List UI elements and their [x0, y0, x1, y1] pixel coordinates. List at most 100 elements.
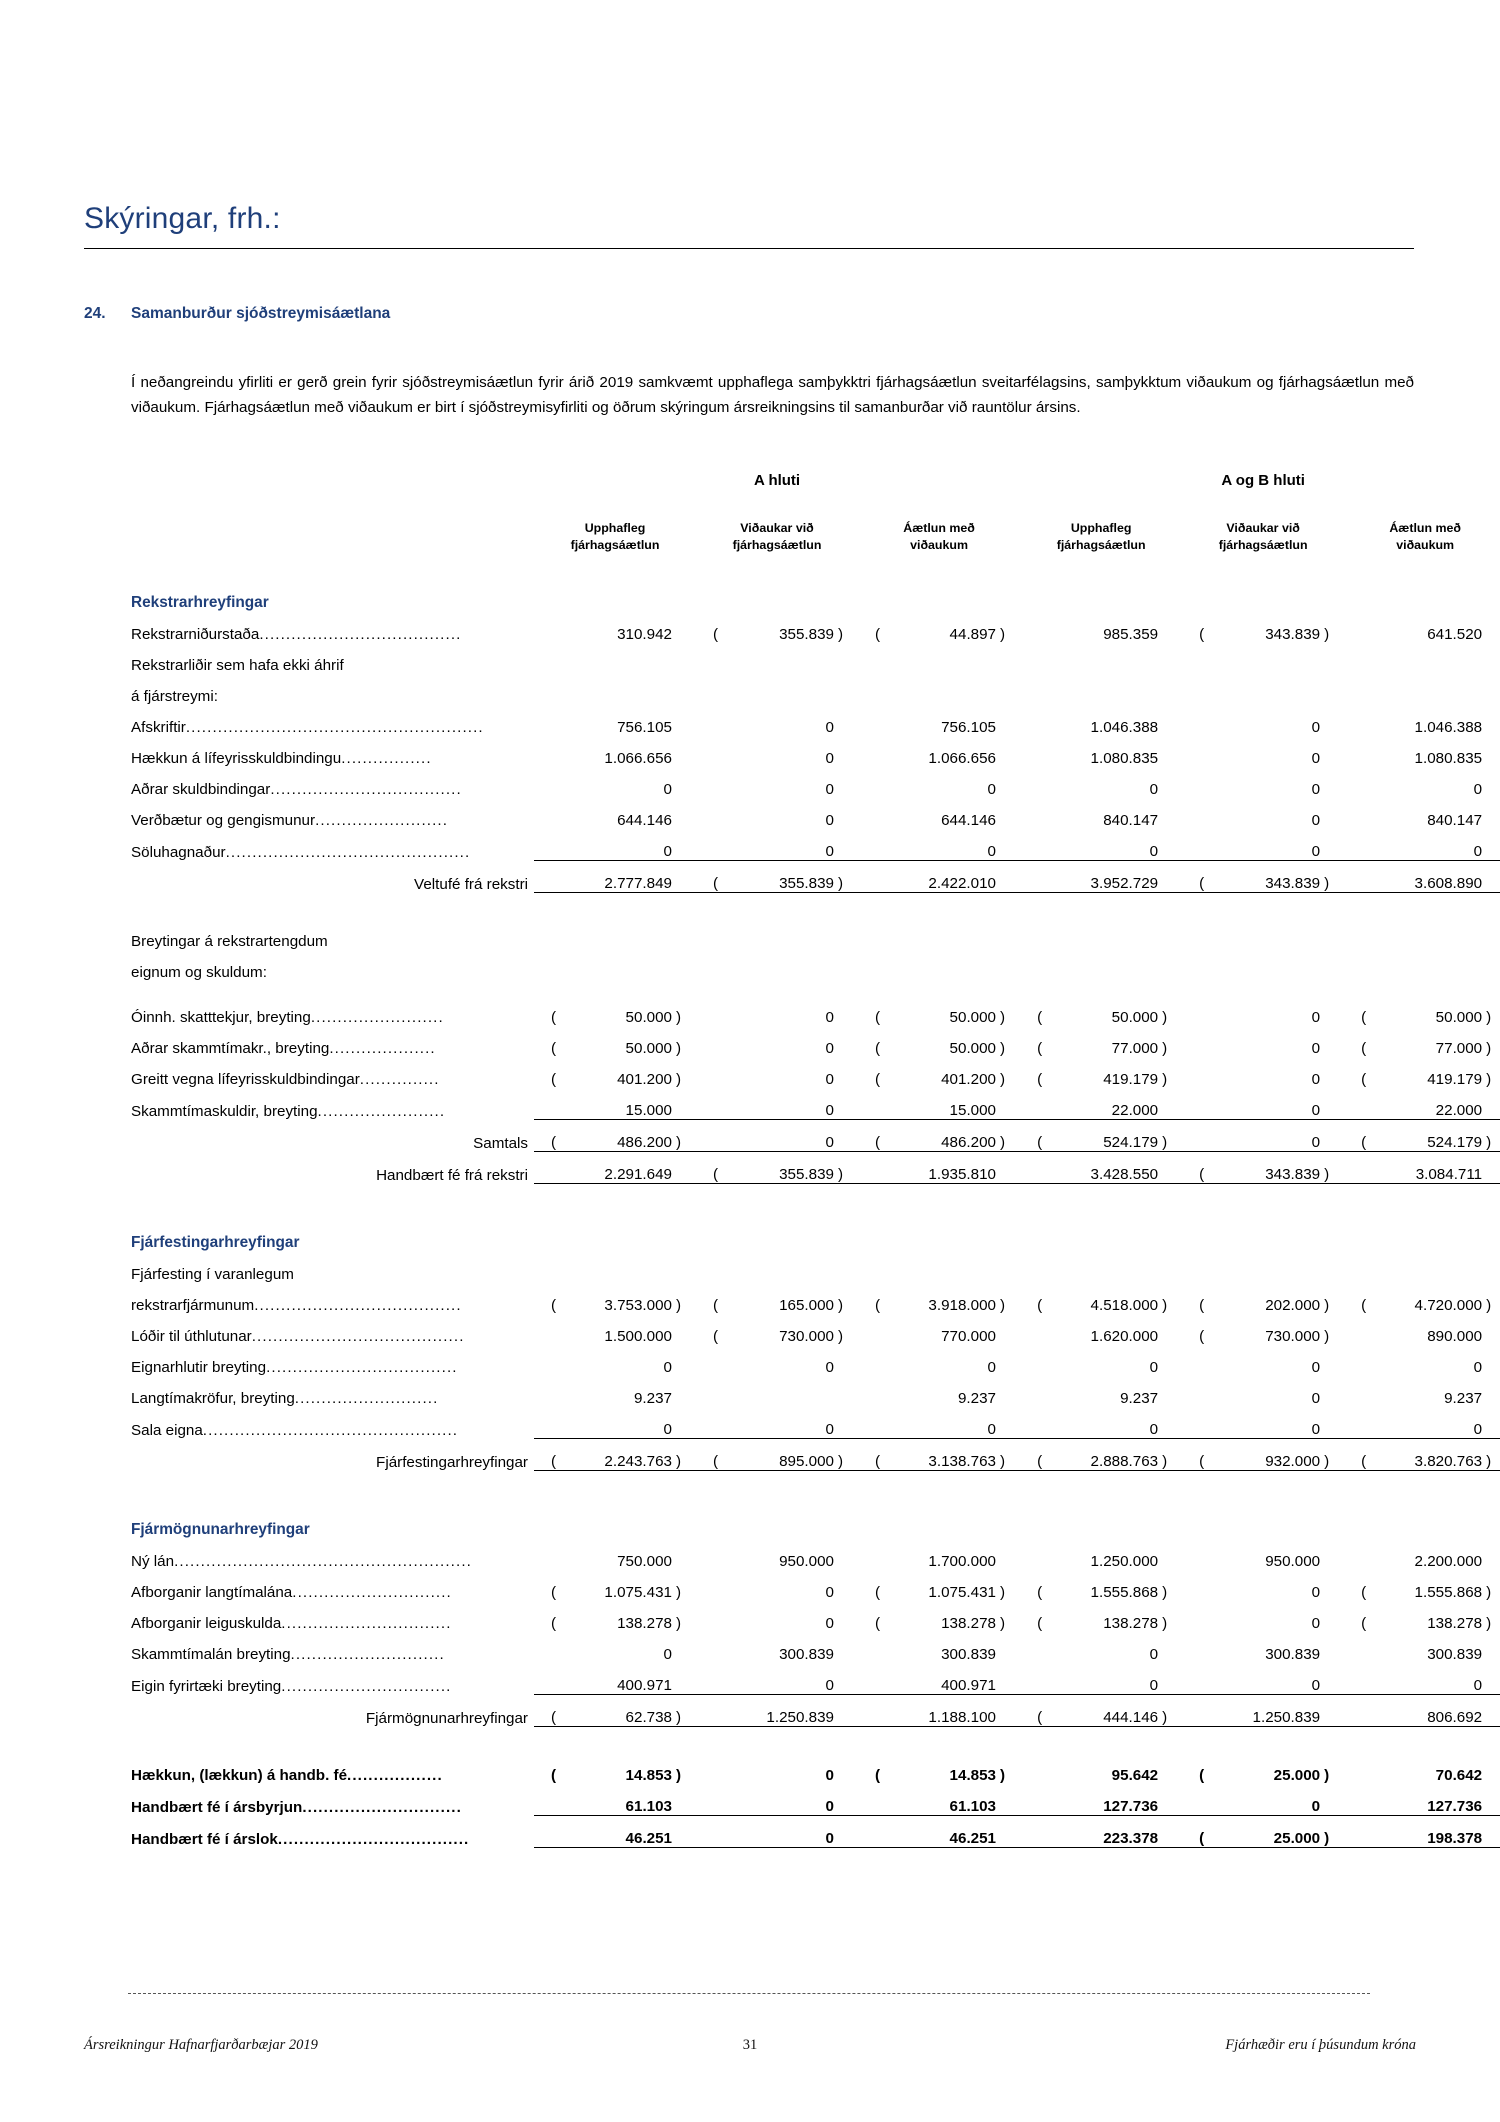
- paren-close: [1160, 612, 1182, 643]
- table-cell: 1.075.431: [604, 1584, 672, 1601]
- paren-open: (: [550, 1615, 556, 1632]
- paren-close: [1160, 1815, 1183, 1848]
- paren-close: ): [1000, 1767, 1006, 1784]
- footer-right-text: Fjárhæðir eru í þúsundum króna: [1225, 2037, 1416, 2053]
- table-cell: 840.147: [1103, 812, 1159, 829]
- paren-open: (: [1361, 1040, 1367, 1057]
- paren-close: [674, 1784, 696, 1816]
- paren-close: [674, 798, 696, 829]
- table-cell: 15.000: [949, 1102, 996, 1119]
- paren-open: (: [550, 1584, 556, 1601]
- paren-open: [1020, 1663, 1042, 1695]
- table-cell: 0: [825, 1102, 834, 1119]
- table-row: Lóðir til úthlutunar....................…: [131, 1314, 1500, 1345]
- table-cell: 0: [1311, 781, 1321, 798]
- paren-open: [534, 1345, 556, 1376]
- table-row: Eigin fyrirtæki breyting................…: [131, 1663, 1500, 1695]
- table-cell: 0: [1311, 843, 1321, 860]
- table-cell: 310.942: [617, 626, 672, 643]
- group-header-a: A hluti: [754, 472, 801, 489]
- spacer-row: [131, 1727, 1500, 1754]
- paren-close: [836, 1694, 858, 1727]
- table-cell: 0: [825, 843, 834, 860]
- paren-close: ): [1000, 1297, 1006, 1314]
- paren-open: (: [1037, 1040, 1043, 1057]
- paren-open: (: [696, 1438, 718, 1471]
- paren-close: [1160, 767, 1182, 798]
- cashflow-comparison-table: A hluti A og B hluti Upphafleg fjárhagsá…: [131, 455, 1500, 1848]
- table-row: Skammtímalán breyting...................…: [131, 1632, 1500, 1663]
- paren-open: [1020, 612, 1042, 643]
- table-cell: 198.378: [1366, 1815, 1485, 1848]
- paren-open: (: [1182, 1815, 1205, 1848]
- paren-close: [836, 1407, 858, 1439]
- paren-open: (: [1361, 1297, 1367, 1314]
- paren-close: [1484, 1407, 1500, 1439]
- paren-close: ): [676, 1040, 682, 1057]
- paren-open: [858, 1632, 880, 1663]
- paren-close: ): [1000, 1584, 1006, 1601]
- table-cell: 50.000: [625, 1040, 672, 1057]
- table-subtotal-row: Samtals(486.200) 0(486.200)(524.179) 0(524…: [131, 1119, 1500, 1152]
- heading-rekstrarhreyfingar: Rekstrarhreyfingar: [131, 572, 1500, 612]
- paren-open: (: [550, 1040, 556, 1057]
- paren-open: (: [1020, 1119, 1043, 1152]
- paren-close: ): [1162, 1297, 1168, 1314]
- paren-close: [1160, 829, 1182, 861]
- paren-open: [696, 1784, 718, 1816]
- paren-close: [1484, 1539, 1500, 1570]
- table-cell: 0: [1311, 1071, 1321, 1088]
- table-cell: 50.000: [949, 1009, 996, 1026]
- paren-open: [1344, 1784, 1366, 1816]
- paren-close: [998, 1694, 1021, 1727]
- paren-open: [858, 1376, 880, 1407]
- paren-open: [534, 767, 556, 798]
- paren-open: [1020, 705, 1042, 736]
- table-cell: 300.839: [1427, 1646, 1483, 1663]
- paren-open: (: [874, 1584, 880, 1601]
- paren-open: [534, 705, 556, 736]
- paren-close: [674, 612, 696, 643]
- paren-close: [1160, 705, 1182, 736]
- paren-open: [1020, 1314, 1042, 1345]
- table-row: Söluhagnaður............................…: [131, 829, 1500, 861]
- row-label: rekstrarfjármunum.......................…: [131, 1297, 462, 1314]
- paren-close: [674, 1815, 696, 1848]
- table-cell: 9.237: [633, 1390, 672, 1407]
- paren-open: [534, 1407, 556, 1439]
- paren-open: (: [1037, 1009, 1043, 1026]
- paren-open: [1182, 1407, 1204, 1439]
- paren-close: ): [998, 1438, 1021, 1471]
- table-cell: 0: [663, 843, 672, 860]
- table-cell: 355.839: [718, 1151, 836, 1184]
- spacer-row: [131, 893, 1500, 920]
- table-cell: 1.080.835: [1090, 750, 1159, 767]
- col-header-1: Viðaukar við fjárhagsáætlun: [732, 521, 822, 552]
- footer-divider: [128, 1993, 1370, 1994]
- table-summary-row: Hækkun, (lækkun) á handb. fé............…: [131, 1753, 1500, 1784]
- group-header-row: A hluti A og B hluti: [131, 455, 1500, 492]
- table-cell: 15.000: [625, 1102, 672, 1119]
- paren-open: [534, 612, 556, 643]
- section-heading: Rekstrarhreyfingar: [131, 594, 269, 611]
- table-cell: 486.200: [880, 1119, 998, 1152]
- paren-open: (: [1361, 1009, 1367, 1026]
- paren-close: [1322, 1694, 1345, 1727]
- table-cell: 46.251: [556, 1815, 674, 1848]
- table-row: Verðbætur og gengismunur................…: [131, 798, 1500, 829]
- paren-close: [836, 1376, 858, 1407]
- paren-close: [836, 1026, 858, 1057]
- paren-open: (: [874, 1009, 880, 1026]
- table-row: Hækkun á lífeyrisskuldbindingu..........…: [131, 736, 1500, 767]
- table-cell: 1.935.810: [880, 1151, 998, 1184]
- paren-open: [696, 1570, 718, 1601]
- table-cell: 9.237: [1444, 1390, 1483, 1407]
- paren-open: [1182, 1057, 1204, 1088]
- row-label: á fjárstreymi:: [131, 688, 218, 705]
- table-cell: 770.000: [941, 1328, 996, 1345]
- paren-open: [1020, 736, 1042, 767]
- table-cell: 138.278: [1103, 1615, 1159, 1632]
- paren-open: [534, 1784, 556, 1816]
- table-cell: 895.000: [718, 1438, 836, 1471]
- paren-open: [1182, 1026, 1204, 1057]
